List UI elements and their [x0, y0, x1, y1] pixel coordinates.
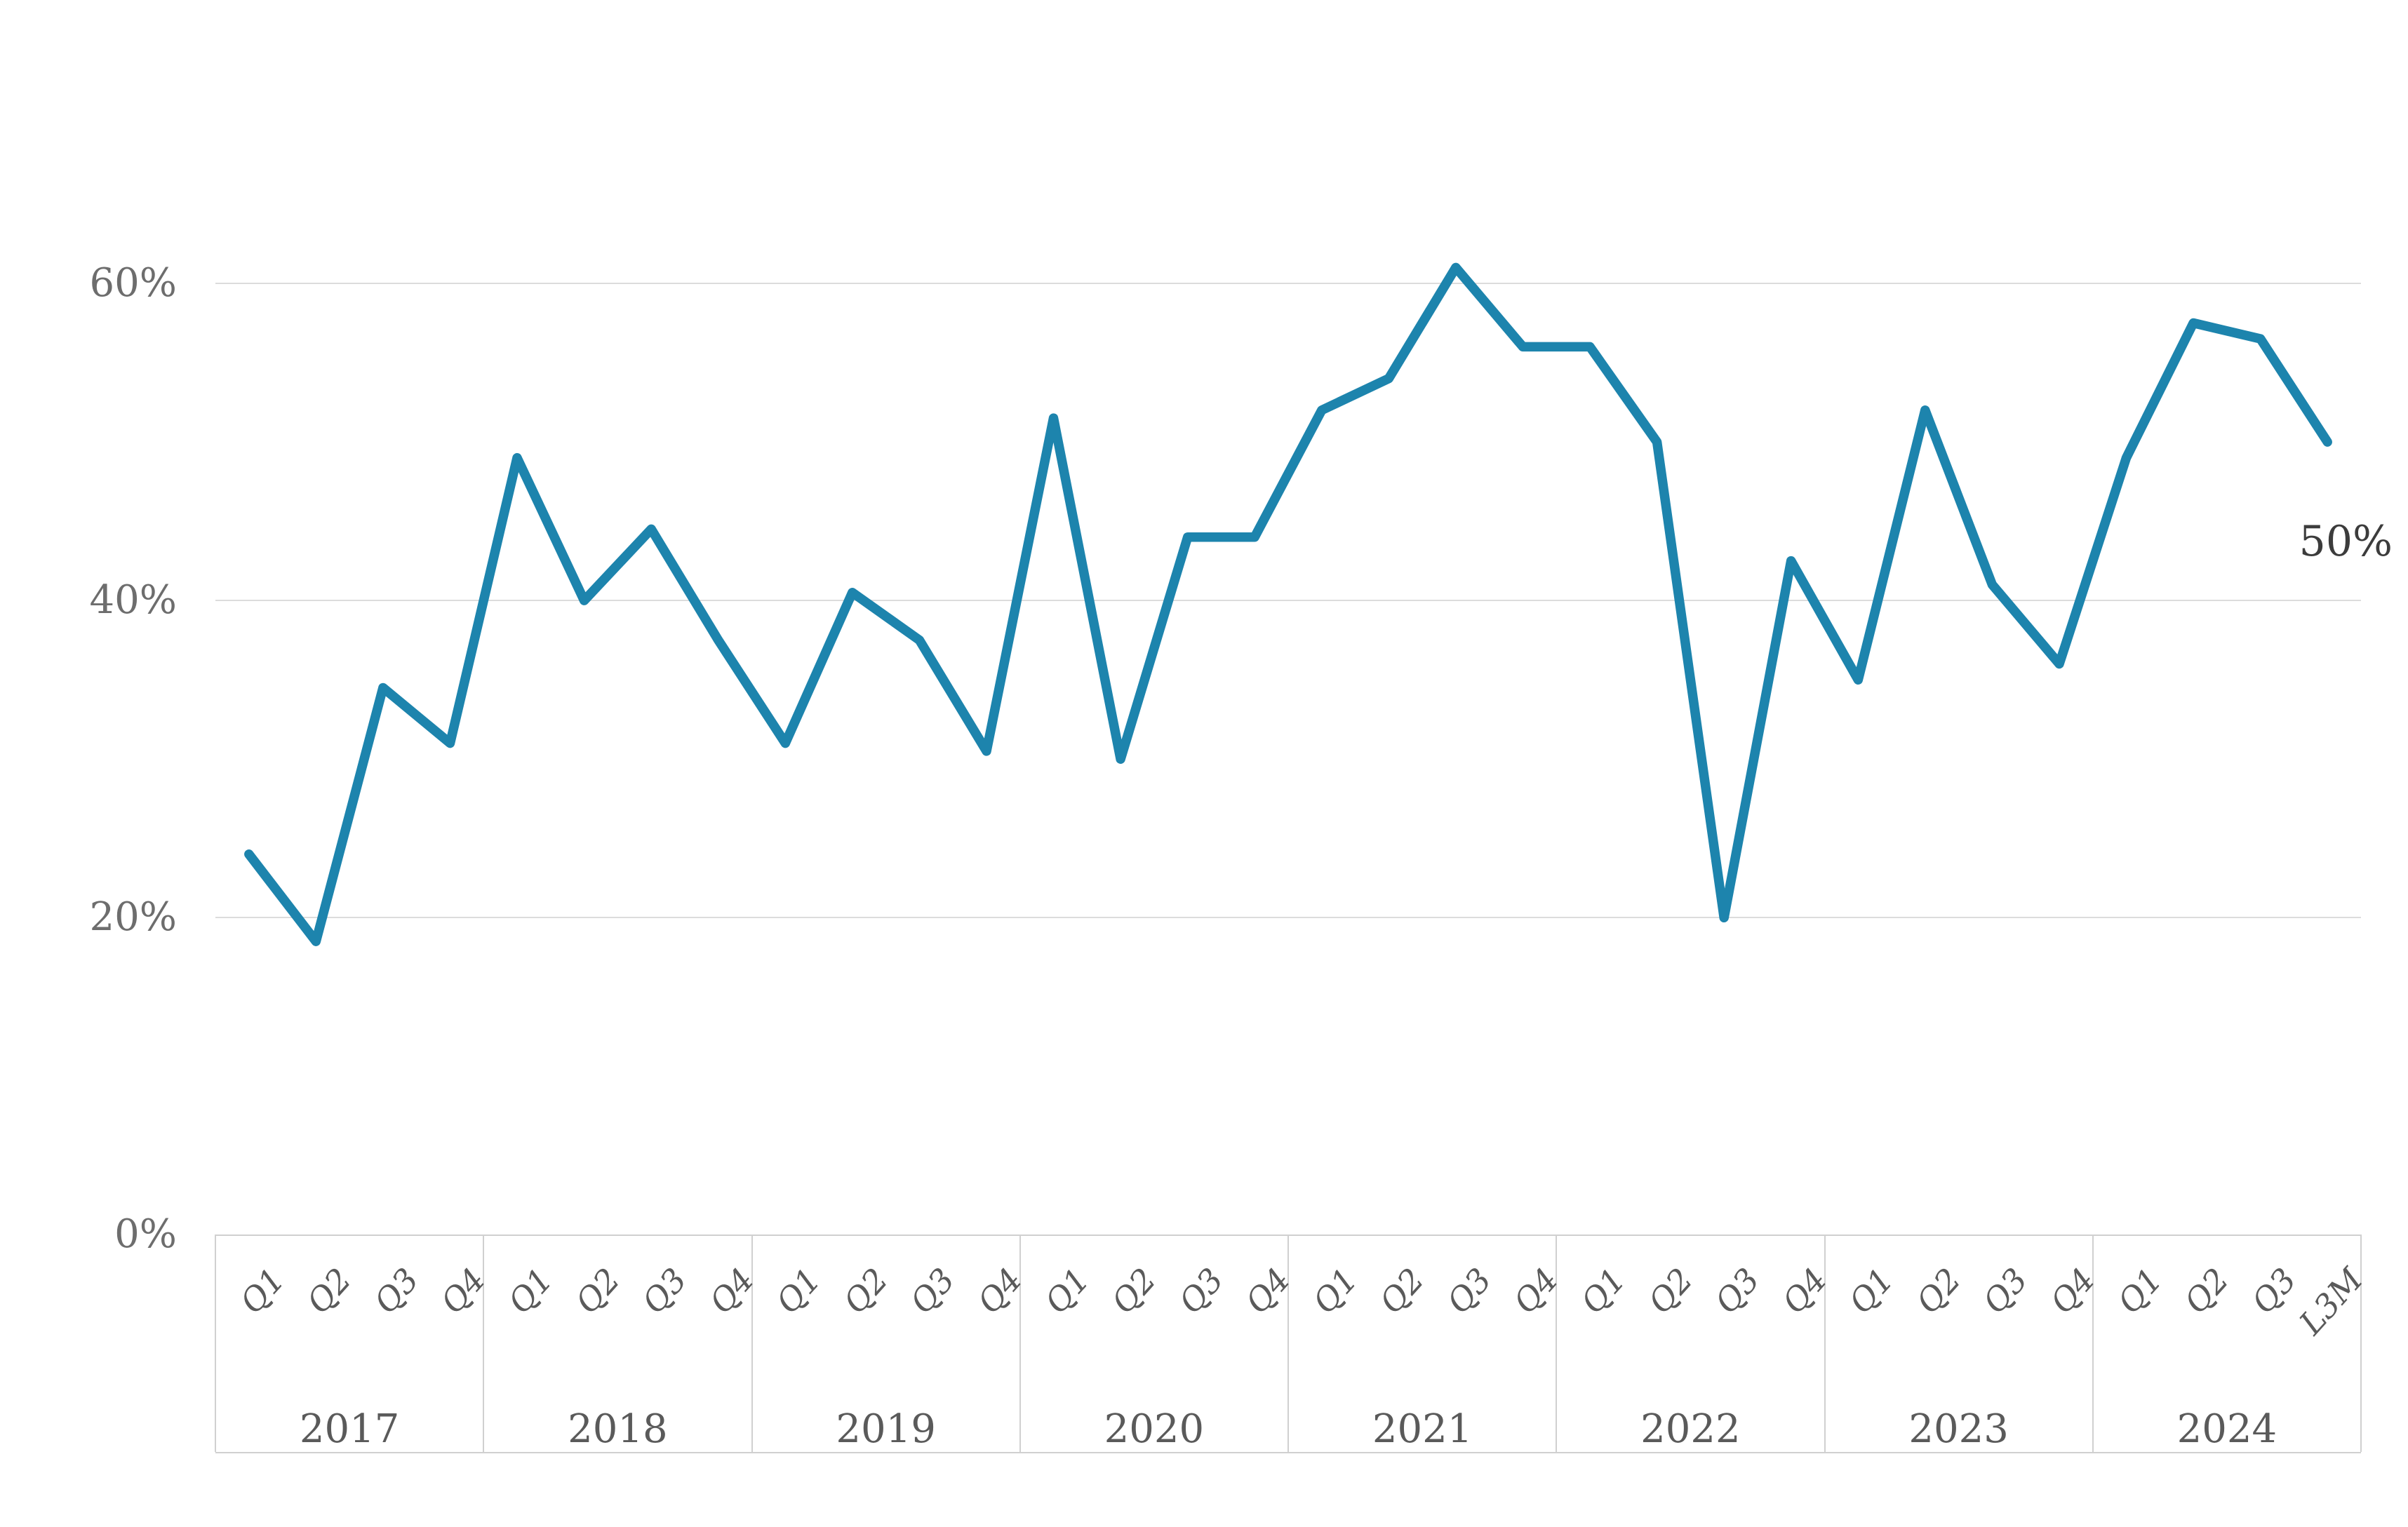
table-border [2360, 1235, 2362, 1452]
y-axis-tick-label: 60% [89, 260, 177, 306]
table-border [751, 1235, 753, 1452]
table-border [1824, 1235, 1826, 1452]
table-border [1556, 1235, 1558, 1452]
table-border [1019, 1235, 1021, 1452]
year-label: 2018 [568, 1406, 668, 1452]
year-label: 2023 [1908, 1406, 2009, 1452]
trend-line [244, 262, 2332, 946]
y-grid-line-60 [215, 282, 2361, 284]
table-border [215, 1452, 2361, 1453]
end-value-label: 50% [2299, 517, 2393, 566]
year-label: 2022 [1640, 1406, 1741, 1452]
year-label: 2021 [1372, 1406, 1473, 1452]
table-border [483, 1235, 485, 1452]
year-label: 2019 [836, 1406, 936, 1452]
y-axis-tick-label: 40% [89, 577, 177, 624]
y-axis-tick-label: 20% [89, 894, 177, 941]
table-border [215, 1235, 216, 1452]
table-border [1287, 1235, 1289, 1452]
y-grid-line-20 [215, 917, 2361, 919]
y-grid-line-40 [215, 600, 2361, 602]
year-label: 2020 [1104, 1406, 1205, 1452]
year-label: 2024 [2176, 1406, 2277, 1452]
year-label: 2017 [299, 1406, 400, 1452]
y-axis-tick-label: 0% [114, 1211, 177, 1258]
table-border [2092, 1235, 2094, 1452]
